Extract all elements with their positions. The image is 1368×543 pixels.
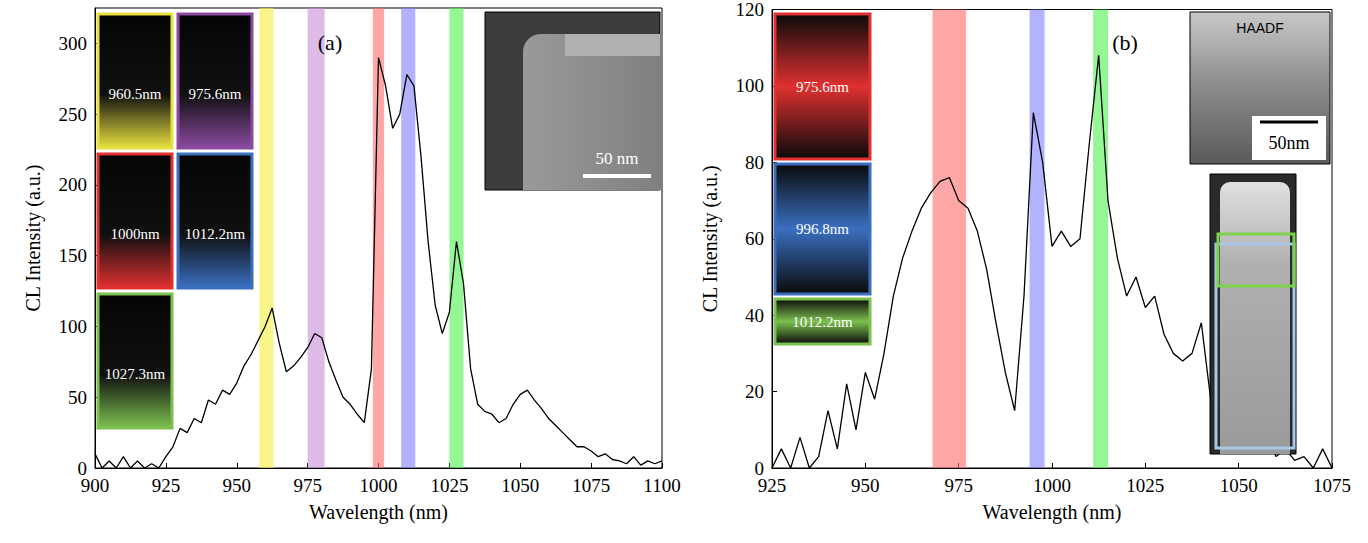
svg-text:20: 20 [745, 381, 764, 402]
svg-text:925: 925 [152, 475, 181, 496]
svg-text:Wavelength (nm): Wavelength (nm) [983, 501, 1122, 524]
svg-text:CL Intensity (a.u.): CL Intensity (a.u.) [22, 164, 45, 311]
svg-text:60: 60 [745, 228, 764, 249]
svg-text:1100: 1100 [643, 475, 680, 496]
svg-text:100: 100 [59, 316, 88, 337]
svg-text:1075: 1075 [572, 475, 610, 496]
svg-text:0: 0 [754, 457, 764, 479]
svg-text:300: 300 [59, 33, 88, 54]
svg-text:(a): (a) [318, 30, 342, 55]
svg-text:50nm: 50nm [1268, 133, 1309, 153]
svg-text:960.5nm: 960.5nm [109, 86, 162, 102]
svg-text:1000: 1000 [360, 475, 398, 496]
svg-text:1025: 1025 [430, 475, 468, 496]
svg-text:120: 120 [736, 0, 765, 20]
svg-text:925: 925 [758, 475, 787, 496]
svg-text:950: 950 [851, 475, 880, 496]
svg-text:1012.2nm: 1012.2nm [792, 314, 853, 330]
svg-text:975.6nm: 975.6nm [189, 86, 242, 102]
svg-text:1000nm: 1000nm [110, 226, 160, 242]
svg-text:950: 950 [223, 475, 252, 496]
svg-text:200: 200 [59, 174, 88, 195]
svg-text:HAADF: HAADF [1236, 20, 1283, 36]
svg-text:996.8nm: 996.8nm [796, 221, 849, 237]
svg-text:50: 50 [68, 387, 87, 408]
svg-text:0: 0 [77, 457, 87, 479]
svg-text:1012.2nm: 1012.2nm [185, 226, 246, 242]
svg-text:40: 40 [745, 305, 764, 326]
svg-text:150: 150 [59, 245, 88, 266]
svg-text:975: 975 [944, 475, 973, 496]
svg-text:50 nm: 50 nm [596, 149, 639, 168]
svg-text:1050: 1050 [1220, 475, 1258, 496]
svg-text:975.6nm: 975.6nm [796, 79, 849, 95]
svg-text:1025: 1025 [1126, 475, 1164, 496]
svg-text:Wavelength (nm): Wavelength (nm) [309, 501, 448, 524]
svg-text:80: 80 [745, 152, 764, 173]
svg-text:1050: 1050 [501, 475, 539, 496]
svg-text:250: 250 [59, 104, 88, 125]
svg-text:1027.3nm: 1027.3nm [105, 366, 166, 382]
svg-text:975: 975 [293, 475, 322, 496]
svg-text:100: 100 [736, 75, 765, 96]
svg-text:1000: 1000 [1033, 475, 1071, 496]
svg-text:CL Intensity (a.u.): CL Intensity (a.u.) [699, 165, 722, 312]
svg-text:900: 900 [81, 475, 110, 496]
svg-text:1075: 1075 [1313, 475, 1351, 496]
svg-text:(b): (b) [1112, 30, 1138, 55]
